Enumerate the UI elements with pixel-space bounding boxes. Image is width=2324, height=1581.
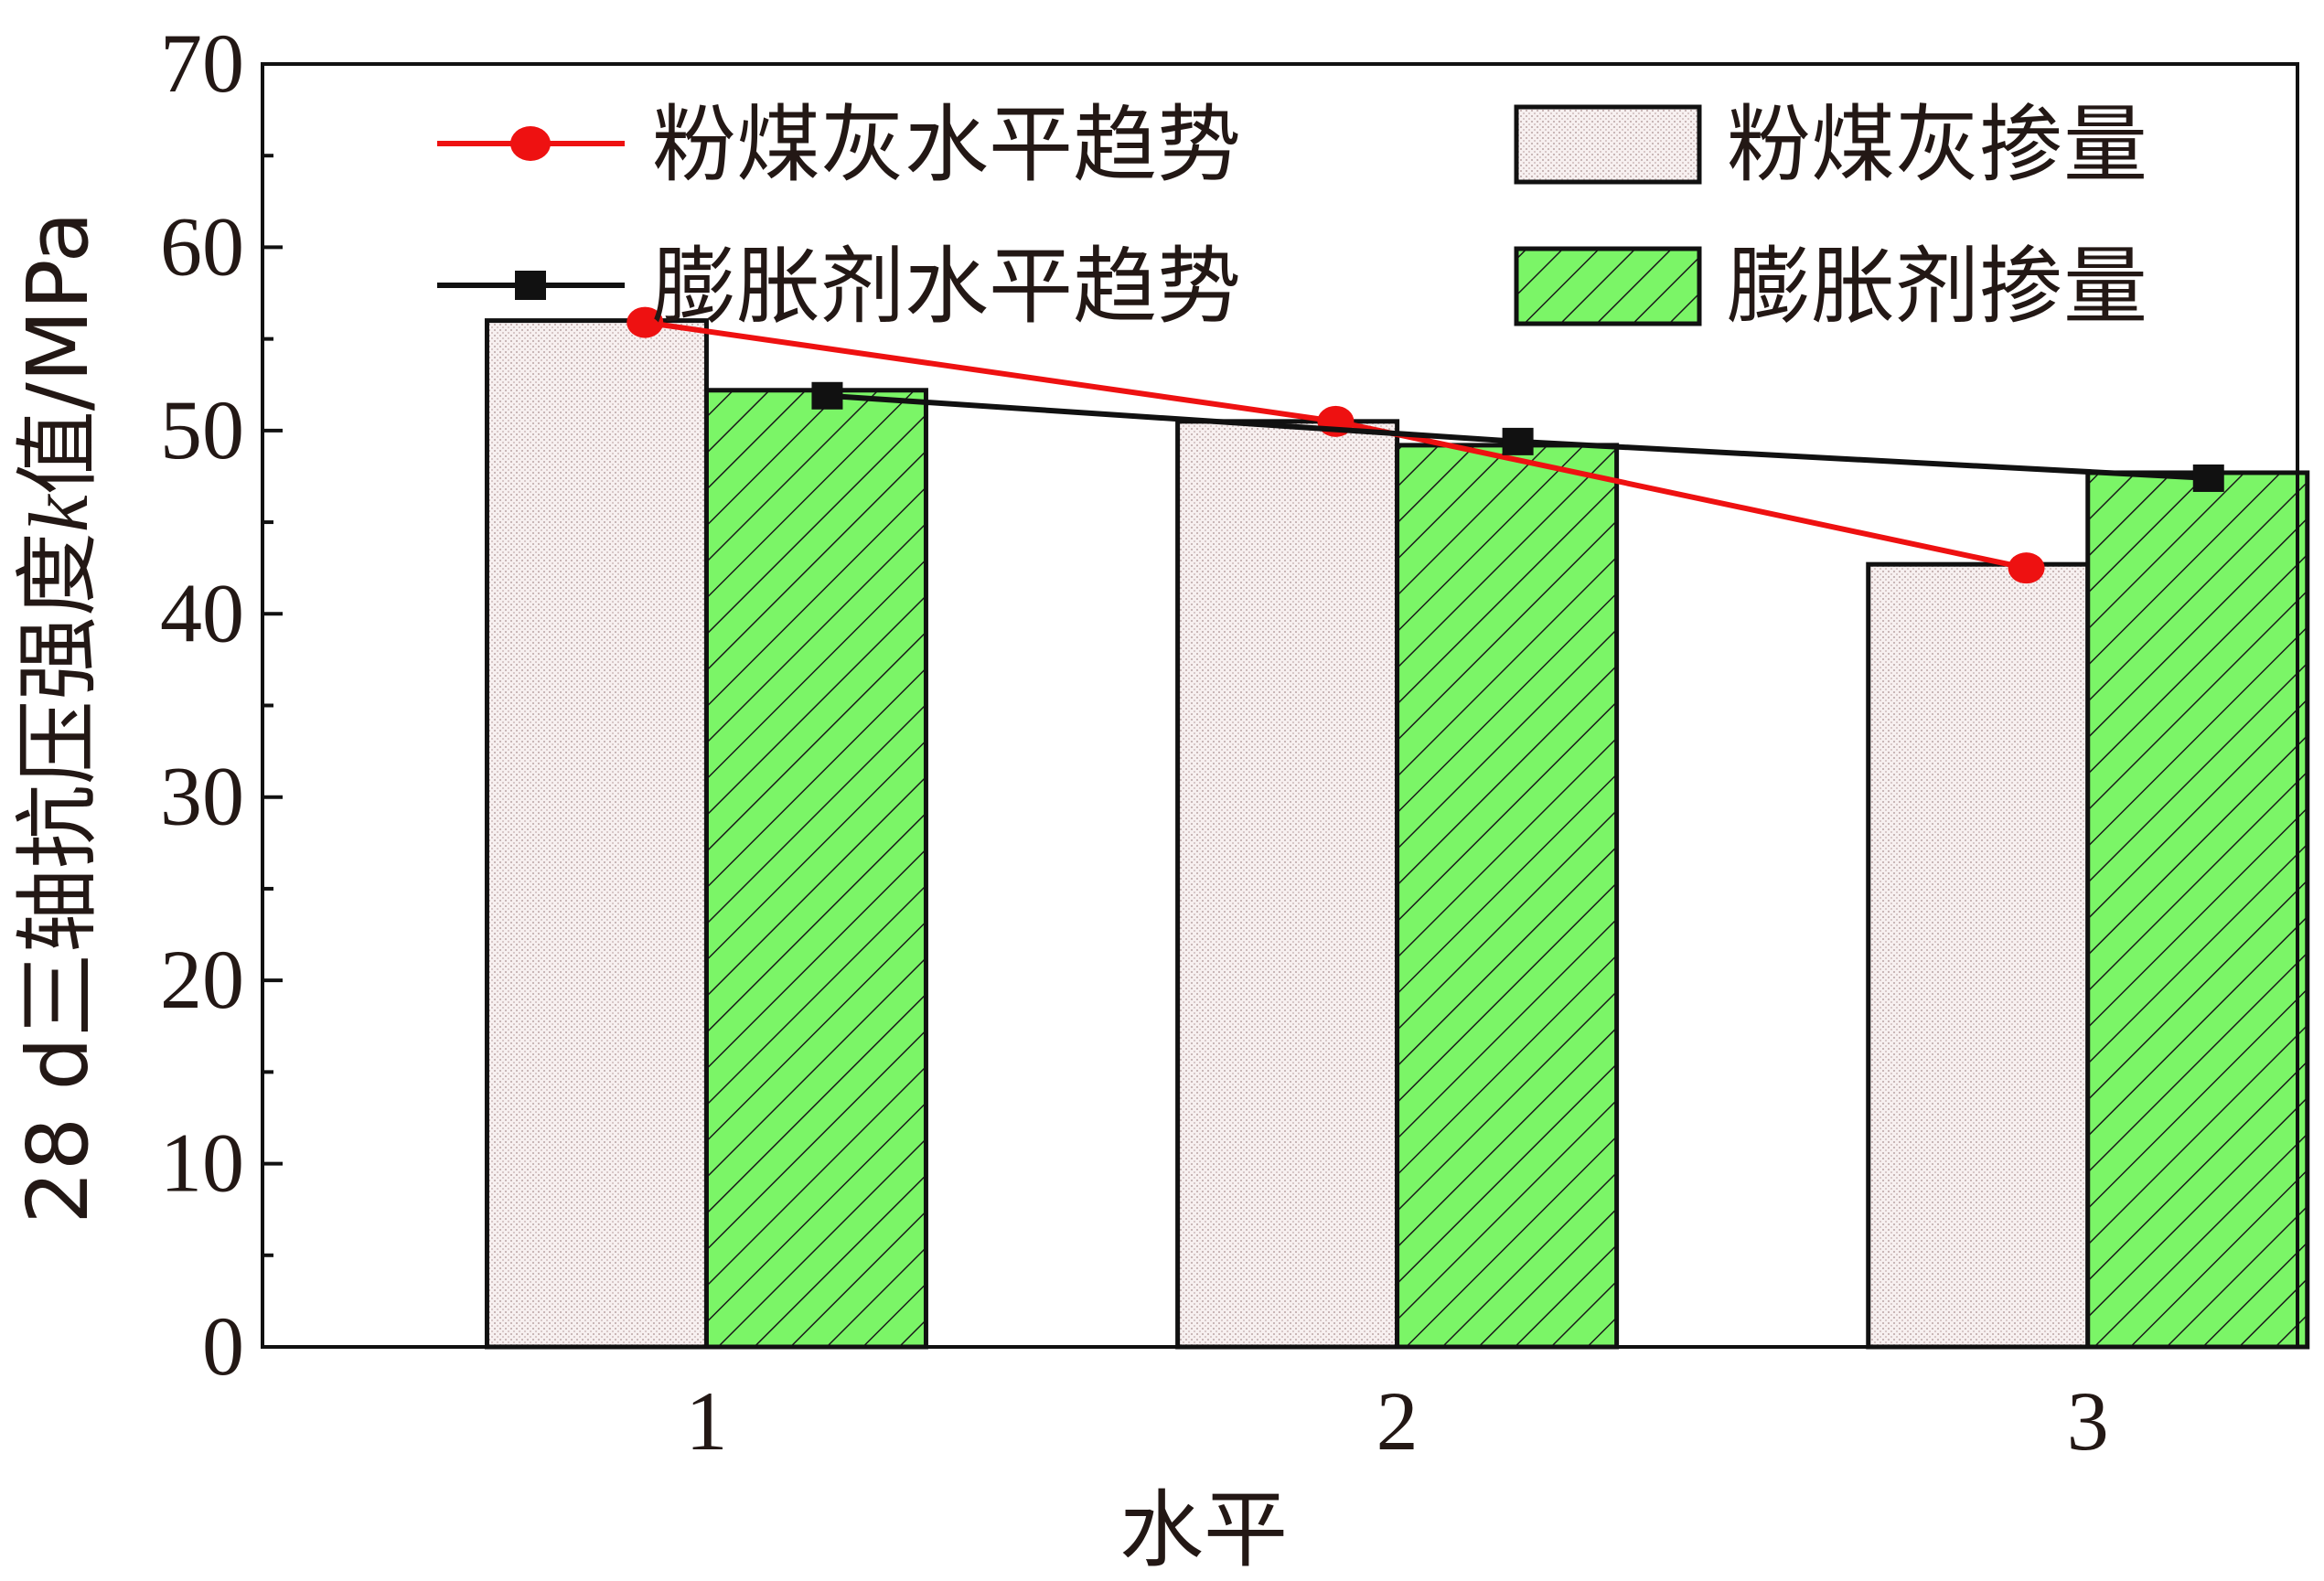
y-tick-label-70: 70 <box>160 16 244 110</box>
y-tick-label-40: 40 <box>160 566 244 659</box>
bars-layer <box>484 318 2310 1350</box>
legend-swatch-marker-1 <box>515 271 546 300</box>
trend-marker-expansive-agent-1 <box>811 381 843 410</box>
legend-label-1: 膨胀剂水平趋势 <box>652 238 1241 336</box>
y-tick-label-20: 20 <box>160 933 244 1026</box>
trend-marker-fly-ash-3 <box>2008 552 2045 584</box>
x-tick-label-1: 1 <box>685 1374 727 1468</box>
bar-fly-ash-1 <box>484 318 709 1350</box>
bar-expansive-agent-3 <box>2085 470 2310 1350</box>
legend-label-3: 膨胀剂掺量 <box>1727 238 2147 336</box>
trend-marker-expansive-agent-3 <box>2192 464 2224 492</box>
trend-marker-fly-ash-1 <box>627 306 664 338</box>
axes-layer: 0 10 20 30 40 50 60 70 1 2 3 <box>160 16 2299 1468</box>
y-axis-title-suffix: 值/MPa <box>9 211 107 495</box>
x-tick-label-2: 2 <box>1376 1374 1419 1468</box>
y-axis-title: 28 d三轴抗压强度k值/MPa <box>9 211 107 1224</box>
y-tick-label-60: 60 <box>160 199 244 293</box>
y-tick-label-10: 10 <box>160 1116 244 1210</box>
y-axis-title-prefix: 28 d三轴抗压强度 <box>9 532 107 1224</box>
legend-swatch-bar-2 <box>1514 104 1702 185</box>
bar-expansive-agent-1 <box>703 388 928 1350</box>
y-tick-label-0: 0 <box>202 1299 244 1393</box>
trend-lines-layer <box>627 306 2224 584</box>
bar-fly-ash-3 <box>1866 561 2091 1350</box>
y-axis-title-variable: k <box>12 493 105 532</box>
bar-expansive-agent-2 <box>1395 443 1620 1350</box>
y-tick-label-30: 30 <box>160 750 244 843</box>
legend-swatch-bar-3 <box>1514 246 1702 326</box>
trend-marker-expansive-agent-2 <box>1502 427 1534 455</box>
bar-fly-ash-2 <box>1175 419 1400 1350</box>
legend-label-0: 粉煤灰水平趋势 <box>652 96 1241 194</box>
x-tick-label-3: 3 <box>2067 1374 2109 1468</box>
legend-label-2: 粉煤灰掺量 <box>1727 96 2147 194</box>
y-tick-label-50: 50 <box>160 383 244 476</box>
legend-swatch-marker-0 <box>510 126 551 161</box>
x-axis-title: 水平 <box>1119 1481 1288 1579</box>
